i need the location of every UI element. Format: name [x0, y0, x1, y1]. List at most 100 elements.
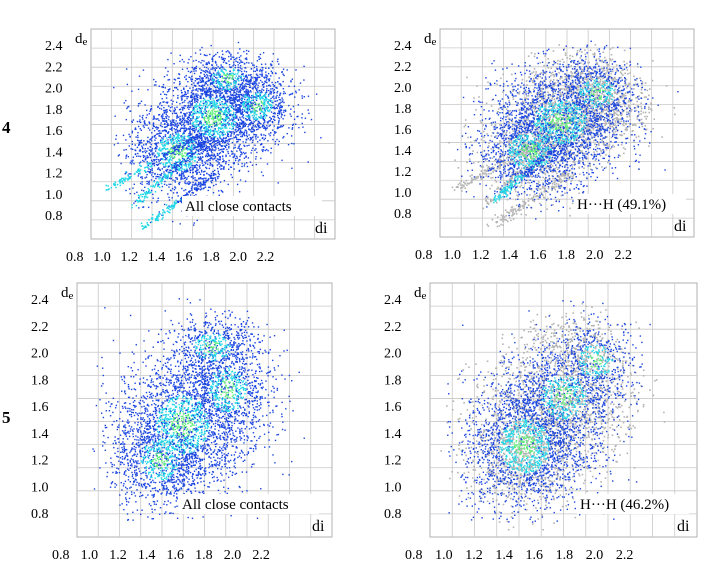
y-tick-label: 2.2: [45, 60, 63, 75]
data-point: [210, 118, 213, 120]
data-point: [223, 179, 226, 182]
data-point: [177, 129, 179, 132]
data-point: [203, 124, 205, 126]
data-point: [174, 181, 176, 183]
data-point: [157, 185, 159, 188]
data-point: [279, 106, 282, 109]
data-point: [265, 93, 267, 95]
data-point: [244, 58, 247, 60]
data-point: [224, 119, 227, 121]
data-point: [131, 204, 133, 206]
data-point: [220, 137, 222, 140]
data-point: [170, 166, 173, 168]
data-point: [301, 117, 303, 119]
data-point: [155, 183, 157, 185]
data-point: [254, 119, 257, 122]
data-point: [183, 170, 185, 173]
data-point: [257, 128, 259, 130]
data-point: [233, 89, 236, 91]
data-point: [232, 126, 235, 128]
data-point: [183, 122, 185, 124]
data-point: [206, 172, 208, 175]
data-point: [180, 149, 183, 151]
data-point: [193, 166, 195, 169]
data-point: [199, 164, 201, 166]
data-point: [245, 74, 247, 76]
data-point: [194, 177, 196, 179]
data-point: [212, 116, 215, 118]
data-point: [310, 118, 313, 121]
data-point: [197, 129, 199, 132]
data-point: [257, 124, 259, 127]
data-point: [169, 134, 172, 136]
data-point: [185, 152, 187, 154]
data-point: [217, 106, 219, 108]
data-point: [201, 136, 203, 139]
data-point: [185, 93, 187, 96]
data-point: [245, 102, 248, 104]
data-point: [189, 152, 191, 154]
data-point: [125, 155, 127, 157]
data-point: [152, 163, 154, 165]
data-point: [248, 83, 250, 85]
data-point: [165, 97, 168, 99]
data-point: [246, 83, 248, 85]
data-point: [219, 166, 221, 168]
data-point: [184, 155, 187, 158]
data-point: [165, 94, 168, 96]
data-point: [199, 79, 202, 81]
data-point: [177, 116, 179, 118]
gray-point: [575, 72, 577, 75]
data-point: [233, 118, 235, 121]
data-point: [205, 94, 207, 97]
data-point: [206, 121, 208, 123]
data-point: [247, 104, 249, 106]
data-point: [200, 96, 202, 99]
data-point: [186, 135, 189, 138]
gray-point: [554, 92, 557, 95]
data-point: [230, 58, 232, 60]
data-point: [255, 135, 257, 138]
gray-point: [583, 115, 586, 117]
data-point: [166, 115, 168, 117]
data-point: [193, 97, 195, 99]
data-point: [182, 138, 184, 140]
data-point: [162, 214, 164, 216]
data-point: [196, 153, 198, 156]
data-point: [245, 162, 248, 164]
data-point: [269, 134, 271, 137]
data-point: [183, 144, 185, 147]
data-point: [131, 148, 134, 151]
data-point: [164, 87, 167, 89]
data-point: [188, 155, 190, 157]
data-point: [190, 150, 193, 152]
data-point: [224, 88, 226, 91]
data-point: [226, 118, 228, 120]
data-point: [210, 175, 212, 178]
data-point: [165, 176, 167, 179]
data-point: [205, 144, 207, 146]
data-point: [282, 88, 285, 90]
data-point: [200, 112, 202, 114]
data-point: [209, 92, 212, 94]
data-point: [203, 117, 205, 120]
data-point: [190, 103, 192, 105]
data-point: [252, 136, 254, 138]
data-point: [229, 66, 231, 68]
data-point: [217, 177, 219, 180]
data-point: [269, 100, 272, 102]
data-point: [166, 121, 168, 123]
data-point: [212, 118, 214, 121]
data-point: [230, 89, 232, 91]
data-point: [153, 155, 156, 158]
data-point: [270, 111, 273, 113]
data-point: [263, 76, 265, 78]
data-point: [245, 88, 248, 91]
data-point: [262, 124, 264, 126]
data-point: [209, 131, 212, 133]
gray-point: [576, 89, 578, 91]
data-point: [204, 140, 207, 143]
data-point: [235, 122, 238, 124]
data-point: [228, 124, 230, 127]
data-point: [173, 157, 175, 159]
